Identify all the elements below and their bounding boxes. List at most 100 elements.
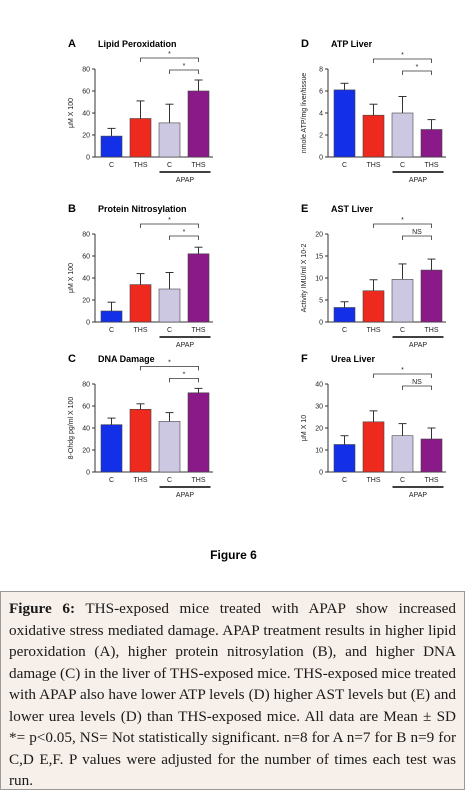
panel-c: C DNA Damage 0 20 40 60 80 8-Ohdg pg/ml X 100 C T… <box>68 353 213 499</box>
group-label: APAP <box>409 342 427 349</box>
bar-c-1 <box>100 135 123 158</box>
y-tick-label: 20 <box>82 133 90 140</box>
x-tick-label: C <box>342 162 347 169</box>
y-tick-label: 60 <box>82 404 90 411</box>
significance-label: * <box>183 371 186 378</box>
y-tick-label: 80 <box>82 67 90 74</box>
y-tick-label: 20 <box>82 298 90 305</box>
y-tick-label: 40 <box>82 276 90 283</box>
y-tick-label: 0 <box>86 470 90 477</box>
y-tick-label: 30 <box>315 404 323 411</box>
significance-label: * <box>168 217 171 224</box>
x-tick-label: THS <box>134 162 148 169</box>
x-tick-label: THS <box>192 162 206 169</box>
panel-title: DNA Damage <box>98 354 155 364</box>
bar-ths-2 <box>129 408 152 473</box>
panel-title: AST Liver <box>331 204 374 214</box>
y-axis-label: Activity IMU/ml X 10-2 <box>301 243 308 312</box>
significance-bracket <box>169 235 199 240</box>
bar-c-3 <box>158 288 181 323</box>
bar-c-3 <box>391 279 414 323</box>
group-label: APAP <box>409 492 427 499</box>
panel-d: D ATP Liver 0 2 4 6 8 nmole ATP/mg liver/tissue… <box>301 38 446 184</box>
y-tick-label: 0 <box>86 155 90 162</box>
panel-title: Lipid Peroxidation <box>98 39 177 49</box>
bar-c-1 <box>100 310 123 323</box>
bar-ths-4 <box>187 392 210 473</box>
panel-letter: F <box>301 353 308 365</box>
y-tick-label: 10 <box>315 276 323 283</box>
panel-title: Urea Liver <box>331 354 376 364</box>
significance-label: * <box>401 367 404 374</box>
significance-bracket <box>140 366 199 371</box>
group-label: APAP <box>176 177 194 184</box>
bar-c-3 <box>158 122 181 158</box>
panel-f: F Urea Liver 0 10 20 30 40 μM X 10 C THS C THS APAP *… <box>301 353 446 499</box>
x-tick-label: THS <box>192 327 206 334</box>
y-tick-label: 0 <box>319 320 323 327</box>
y-tick-label: 5 <box>319 298 323 305</box>
x-tick-label: THS <box>367 327 381 334</box>
y-tick-label: 80 <box>82 382 90 389</box>
panel-title: Protein Nitrosylation <box>98 204 187 214</box>
figure-area: A Lipid Peroxidation 0 20 40 60 80 μM X 100 C THS… <box>68 38 446 499</box>
bar-c-3 <box>158 421 181 473</box>
y-tick-label: 6 <box>319 89 323 96</box>
y-tick-label: 40 <box>315 382 323 389</box>
significance-label: * <box>168 51 171 58</box>
y-tick-label: 60 <box>82 89 90 96</box>
y-tick-label: 40 <box>82 426 90 433</box>
bar-ths-2 <box>129 118 152 158</box>
panel-letter: C <box>68 353 76 365</box>
y-axis-label: nmole ATP/mg liver/tissue <box>301 73 308 154</box>
group-label: APAP <box>176 342 194 349</box>
significance-bracket <box>373 58 432 63</box>
significance-label: * <box>401 52 404 59</box>
x-tick-label: C <box>400 477 405 484</box>
significance-bracket <box>373 373 432 378</box>
x-tick-label: THS <box>367 162 381 169</box>
significance-bracket <box>169 378 199 383</box>
x-tick-label: THS <box>367 477 381 484</box>
y-tick-label: 8 <box>319 67 323 74</box>
significance-label: NS <box>412 229 422 236</box>
y-tick-label: 60 <box>82 254 90 261</box>
bar-c-3 <box>391 112 414 158</box>
group-label: APAP <box>409 177 427 184</box>
y-tick-label: 20 <box>315 426 323 433</box>
x-tick-label: C <box>342 477 347 484</box>
significance-bracket <box>140 57 199 62</box>
caption-box: Figure 6: THS-exposed mice treated with … <box>0 591 465 790</box>
panel-letter: B <box>68 203 76 215</box>
figure-label: Figure 6 <box>210 548 257 562</box>
panel-b: B Protein Nitrosylation 0 20 40 60 80 μM X 100 C… <box>68 203 213 349</box>
significance-label: * <box>416 64 419 71</box>
x-tick-label: THS <box>425 162 439 169</box>
significance-label: NS <box>412 379 422 386</box>
significance-label: * <box>183 229 186 236</box>
bar-ths-4 <box>420 129 443 158</box>
panel-letter: E <box>301 203 308 215</box>
bar-ths-4 <box>187 253 210 323</box>
x-tick-label: C <box>400 327 405 334</box>
bar-ths-4 <box>420 269 443 323</box>
x-tick-label: C <box>167 162 172 169</box>
x-tick-label: C <box>342 327 347 334</box>
bar-ths-2 <box>362 290 385 323</box>
y-tick-label: 0 <box>86 320 90 327</box>
x-tick-label: C <box>109 477 114 484</box>
figure-caption: Figure 6: THS-exposed mice treated with … <box>9 598 456 792</box>
x-tick-label: C <box>109 162 114 169</box>
x-tick-label: THS <box>192 477 206 484</box>
x-tick-label: THS <box>425 327 439 334</box>
y-tick-label: 2 <box>319 133 323 140</box>
y-tick-label: 0 <box>319 470 323 477</box>
caption-figure-ref: Figure 6: <box>9 600 76 617</box>
significance-bracket <box>140 223 199 228</box>
x-tick-label: THS <box>134 327 148 334</box>
bar-c-3 <box>391 435 414 473</box>
group-label: APAP <box>176 492 194 499</box>
bar-ths-4 <box>420 438 443 473</box>
x-tick-label: THS <box>134 477 148 484</box>
